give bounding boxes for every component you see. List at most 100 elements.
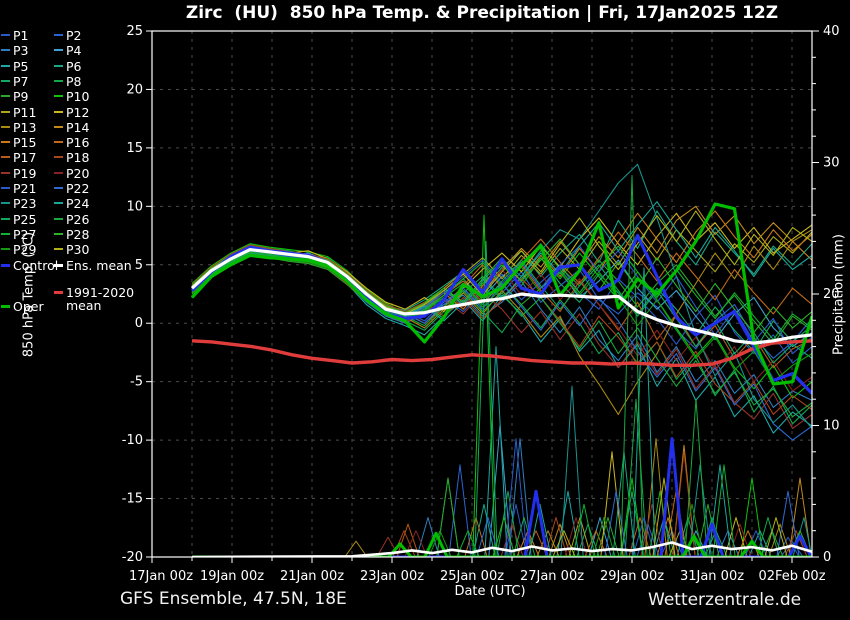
legend-member-p6: P6 (54, 60, 82, 73)
precip-series-oper (192, 531, 812, 557)
legend-member-p23-label: P23 (13, 196, 37, 212)
legend-climate-mean: 1991-2020 mean (54, 286, 134, 312)
temp-series-climate-mean (191, 339, 812, 367)
legend-member-p9-label: P9 (13, 89, 29, 105)
legend-member-p11: P11 (1, 106, 36, 119)
legend-member-p12: P12 (54, 106, 89, 119)
precip-series-P24 (192, 267, 812, 557)
bottom-axis-label: Date (UTC) (454, 584, 526, 599)
legend-member-p17-label: P17 (13, 150, 37, 166)
legend-member-p4-label: P4 (66, 43, 82, 59)
legend-member-p19-label: P19 (13, 165, 37, 181)
legend-control-label: Control (13, 258, 59, 273)
legend-member-p3-swatch (1, 49, 10, 52)
legend-member-p13-label: P13 (13, 119, 37, 135)
right-axis-label: Precipitation (mm) (831, 234, 847, 355)
legend-member-p18-label: P18 (66, 150, 90, 166)
legend-member-p1-label: P1 (13, 28, 29, 43)
x-tick-label: 19Jan 00z (200, 569, 264, 584)
legend-member-p28: P28 (54, 228, 89, 241)
legend-member-p9: P9 (1, 90, 29, 103)
left-tick-label: -10 (122, 433, 143, 448)
legend-member-p10-swatch (54, 95, 63, 98)
legend-member-p30-swatch (54, 248, 63, 251)
legend-member-p6-swatch (54, 64, 63, 67)
temp-series-oper (190, 202, 812, 386)
precip-series-ens-mean (191, 541, 812, 557)
legend-member-p21-label: P21 (13, 181, 37, 196)
legend-member-p27: P27 (1, 228, 36, 241)
legend-control: Control (1, 259, 58, 272)
legend-member-p15: P15 (1, 136, 36, 149)
legend-member-p6-label: P6 (66, 58, 82, 74)
legend-ens-mean-label: Ens. mean (66, 258, 132, 273)
legend-member-p8: P8 (54, 75, 82, 88)
precip-series-P9 (192, 477, 812, 557)
legend-member-p15-swatch (1, 141, 10, 144)
legend-member-p19: P19 (1, 167, 36, 180)
precip-series-P14 (192, 444, 812, 557)
x-tick-label: 23Jan 00z (360, 569, 424, 584)
legend: P1 P2 P3 P4 P5 P6 P7 P8 P9 P10 P11 P12 P13 P14 P15 P16 P… (0, 0, 150, 430)
legend-member-p12-label: P12 (66, 104, 90, 120)
legend-member-p20: P20 (54, 167, 89, 180)
legend-member-p1: P1 (1, 29, 29, 42)
legend-member-p4: P4 (54, 44, 82, 57)
legend-member-p29-swatch (1, 248, 10, 251)
precip-series-P8 (192, 398, 812, 557)
legend-member-p7-swatch (1, 79, 10, 82)
legend-member-p11-swatch (1, 110, 10, 113)
legend-member-p26: P26 (54, 213, 89, 226)
x-tick-label: 02Feb 00z (758, 569, 825, 584)
x-tick-label: 29Jan 00z (600, 569, 664, 584)
legend-member-p28-label: P28 (66, 226, 90, 242)
legend-member-p29: P29 (1, 243, 36, 256)
legend-climate-mean-label: 1991-2020 (66, 285, 135, 300)
precip-series-P17 (192, 517, 812, 557)
legend-member-p17: P17 (1, 151, 36, 164)
temp-series-ens-mean (190, 248, 812, 345)
legend-member-p24-label: P24 (66, 196, 90, 212)
legend-member-p25-swatch (1, 217, 10, 220)
left-tick-label: 25 (126, 24, 143, 39)
legend-oper-label: Oper (13, 299, 44, 314)
right-tick-label: 10 (823, 419, 840, 434)
legend-member-p13: P13 (1, 121, 36, 134)
legend-member-p24: P24 (54, 197, 89, 210)
left-tick-label: 20 (126, 82, 143, 97)
legend-member-p24-swatch (54, 202, 63, 205)
legend-member-p2: P2 (54, 29, 82, 42)
precip-series-control (192, 437, 812, 557)
legend-member-p16-swatch (54, 141, 63, 144)
precip-series-P21 (192, 438, 812, 557)
chart-title: Zirc (HU) 850 hPa Temp. & Precipitation … (185, 3, 779, 23)
legend-climate-mean-swatch (54, 290, 63, 294)
legend-member-p30-label: P30 (66, 242, 90, 258)
precip-series-P18 (192, 451, 812, 557)
legend-member-p15-label: P15 (13, 135, 37, 151)
legend-oper-swatch (1, 304, 10, 308)
legend-member-p16-label: P16 (66, 135, 90, 151)
legend-member-p19-swatch (1, 171, 10, 174)
legend-ens-mean: Ens. mean (54, 259, 132, 272)
legend-member-p1-swatch (1, 34, 10, 36)
legend-member-p22-label: P22 (66, 181, 90, 196)
legend-member-p25: P25 (1, 213, 36, 226)
legend-member-p13-swatch (1, 125, 10, 128)
precip-series-P19 (192, 503, 812, 557)
legend-member-p21: P21 (1, 182, 36, 195)
legend-climate-mean-label-line2: mean (66, 298, 102, 313)
legend-member-p29-label: P29 (13, 242, 37, 258)
left-tick-label: 5 (135, 258, 143, 273)
legend-member-p25-label: P25 (13, 211, 37, 227)
legend-member-p26-label: P26 (66, 211, 90, 227)
precip-series-P26 (192, 175, 812, 557)
left-tick-label: 10 (126, 199, 143, 214)
x-tick-label: 27Jan 00z (520, 569, 584, 584)
legend-member-p18: P18 (54, 151, 89, 164)
right-tick-label: 40 (823, 24, 840, 39)
footer-branding: Wetterzentrale.de (648, 590, 802, 610)
x-tick-label: 17Jan 00z (129, 569, 193, 584)
